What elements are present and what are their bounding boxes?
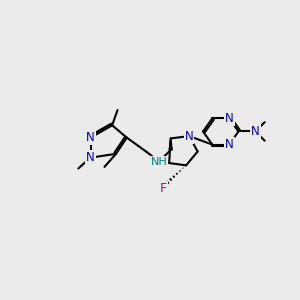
Text: N: N (251, 125, 260, 138)
Text: N: N (225, 112, 234, 125)
Text: N: N (86, 131, 95, 144)
Text: N: N (86, 151, 95, 164)
Text: F: F (160, 182, 167, 195)
Text: NH: NH (151, 157, 167, 166)
Polygon shape (169, 138, 172, 150)
Text: N: N (185, 130, 194, 142)
Text: N: N (225, 138, 234, 151)
